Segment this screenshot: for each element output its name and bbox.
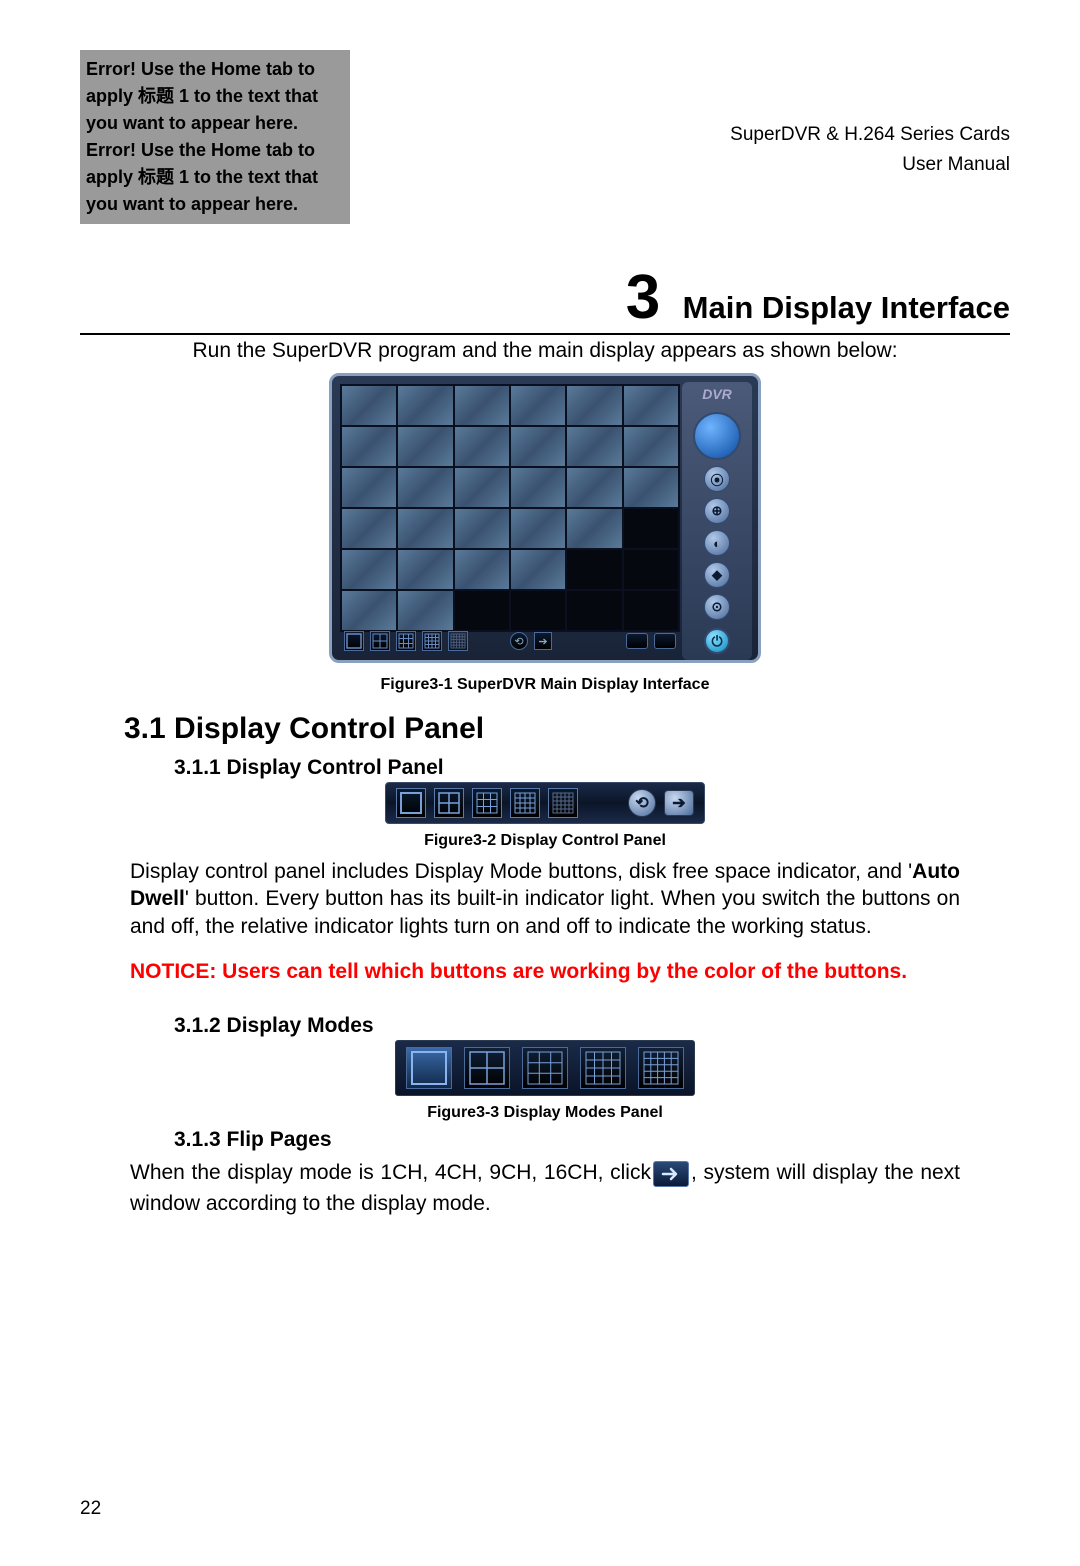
side-button-2[interactable]: ⊕ (704, 498, 730, 524)
figure-3-1-caption: Figure3-1 SuperDVR Main Display Interfac… (80, 676, 1010, 694)
dvr-camera-grid (340, 384, 680, 632)
auto-dwell-button[interactable]: ⟲ (628, 789, 656, 817)
figure-3-1-dvr-interface: DVR ⦿ ⊕ ◐ ◆ ⊙ ⏻ ⟲ ➔ (329, 373, 761, 663)
section-3-1-heading: 3.1 Display Control Panel (124, 712, 1010, 746)
section-3-1-1-heading: 3.1.1 Display Control Panel (174, 756, 1010, 780)
flip-page-button[interactable]: ➔ (664, 790, 694, 816)
mode-9ch-button[interactable] (472, 788, 502, 818)
side-button-4[interactable]: ◆ (704, 562, 730, 588)
page-number: 22 (80, 1498, 101, 1520)
dvr-side-panel: DVR ⦿ ⊕ ◐ ◆ ⊙ ⏻ (682, 382, 752, 660)
mode-25ch-icon[interactable] (448, 631, 468, 651)
error-banner: Error! Use the Home tab to apply 标题 1 to… (80, 50, 350, 224)
mode-16ch-button[interactable] (510, 788, 540, 818)
mode-16ch-icon[interactable] (422, 631, 442, 651)
mode-1ch-button[interactable] (396, 788, 426, 818)
power-button[interactable]: ⏻ (704, 628, 730, 654)
figure-3-3-caption: Figure3-3 Display Modes Panel (80, 1104, 1010, 1122)
section-3-1-3-heading: 3.1.3 Flip Pages (174, 1128, 1010, 1152)
disk-indicator-2-icon (654, 633, 676, 649)
display-mode-9[interactable] (522, 1047, 568, 1089)
display-mode-25[interactable] (638, 1047, 684, 1089)
para-suffix: ' button. Every button has its built-in … (130, 887, 960, 937)
doc-id: SuperDVR & H.264 Series Cards User Manua… (350, 50, 1010, 181)
mode-9ch-icon[interactable] (396, 631, 416, 651)
disk-indicator-icon (626, 633, 648, 649)
chapter-intro: Run the SuperDVR program and the main di… (80, 339, 1010, 363)
side-button-1[interactable]: ⦿ (704, 466, 730, 492)
section-3-1-3-body: When the display mode is 1CH, 4CH, 9CH, … (130, 1158, 960, 1219)
mode-4ch-button[interactable] (434, 788, 464, 818)
product-line: SuperDVR & H.264 Series Cards (350, 120, 1010, 150)
side-button-3[interactable]: ◐ (704, 530, 730, 556)
chapter-heading: 3 Main Display Interface (80, 252, 1010, 335)
figure-3-2-caption: Figure3-2 Display Control Panel (80, 832, 1010, 850)
mode-1ch-icon[interactable] (344, 631, 364, 651)
mode-4ch-icon[interactable] (370, 631, 390, 651)
flip-arrow-inline-icon[interactable] (653, 1161, 689, 1187)
mode-25ch-button[interactable] (548, 788, 578, 818)
display-mode-16[interactable] (580, 1047, 626, 1089)
auto-dwell-icon[interactable]: ⟲ (510, 632, 528, 650)
section-3-1-1-body: Display control panel includes Display M… (130, 858, 960, 940)
record-button[interactable] (693, 412, 741, 460)
dvr-logo: DVR (682, 382, 752, 406)
display-mode-4[interactable] (464, 1047, 510, 1089)
notice-text: NOTICE: Users can tell which buttons are… (130, 958, 960, 986)
page-header: Error! Use the Home tab to apply 标题 1 to… (80, 50, 1010, 224)
dvr-bottom-bar: ⟲ ➔ (340, 628, 680, 654)
side-button-5[interactable]: ⊙ (704, 594, 730, 620)
doc-type: User Manual (350, 150, 1010, 180)
section-3-1-2-heading: 3.1.2 Display Modes (174, 1014, 1010, 1038)
para-prefix: Display control panel includes Display M… (130, 860, 912, 883)
display-mode-1[interactable] (406, 1047, 452, 1089)
flip-arrow-icon[interactable]: ➔ (534, 632, 552, 650)
figure-3-3-modes-panel (395, 1040, 695, 1096)
flip-text-before: When the display mode is 1CH, 4CH, 9CH, … (130, 1161, 651, 1184)
chapter-title: Main Display Interface (683, 290, 1010, 326)
figure-3-2-control-panel: ⟲ ➔ (385, 782, 705, 824)
chapter-number: 3 (626, 262, 660, 333)
